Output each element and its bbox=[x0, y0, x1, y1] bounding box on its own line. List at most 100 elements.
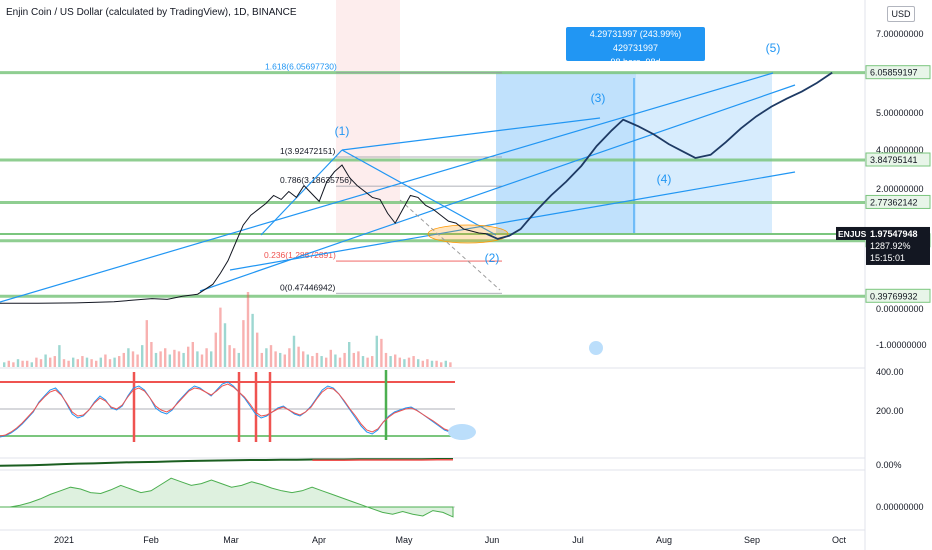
volume-bar bbox=[371, 356, 374, 367]
symbol-tag-label: ENJUSD bbox=[838, 229, 872, 239]
fibonacci-levels: 1.618(6.05697730) 1(3.92472151) 0.786(3.18… bbox=[264, 62, 502, 294]
dashed-projection bbox=[399, 199, 501, 291]
volume-bar bbox=[39, 359, 43, 367]
fib-label: 1(3.92472151) bbox=[280, 146, 335, 156]
chart-title: Enjin Coin / US Dollar (calculated by Tr… bbox=[6, 7, 297, 18]
trend-indicator-line-2 bbox=[312, 459, 453, 462]
price-axis[interactable]: 7.00000000 5.00000000 4.00000000 2.00000000… bbox=[876, 29, 927, 512]
volume-bar bbox=[412, 356, 415, 367]
volume-bar bbox=[219, 307, 222, 367]
oscillator-line-k bbox=[0, 381, 451, 438]
volume-bar bbox=[90, 359, 93, 367]
volume-bar bbox=[302, 351, 305, 367]
volume-bar bbox=[44, 354, 47, 367]
current-price-box bbox=[866, 226, 930, 265]
volume-bar bbox=[297, 346, 300, 367]
volume-bar bbox=[389, 356, 392, 367]
trend-lines bbox=[0, 72, 796, 303]
volume-bar bbox=[159, 351, 162, 367]
trend-line bbox=[199, 84, 796, 292]
volume-bar bbox=[417, 359, 420, 367]
volume-bar bbox=[444, 360, 447, 367]
volume-bar bbox=[182, 352, 185, 367]
volume-bar bbox=[113, 357, 116, 367]
x-tick-label: 2021 bbox=[54, 535, 74, 545]
fib-label: 0(0.47446942) bbox=[280, 282, 335, 292]
volume-bar bbox=[26, 360, 29, 367]
volume-bar bbox=[440, 362, 443, 367]
y-tick-label: 7.00000000 bbox=[876, 29, 924, 39]
price-tags: 6.058591973.847951412.773621421.80259239… bbox=[836, 65, 931, 303]
volume-bar bbox=[136, 354, 139, 367]
volume-bar bbox=[426, 359, 429, 367]
volume-bar bbox=[200, 354, 204, 367]
volume-bar bbox=[325, 357, 328, 367]
volume-bar bbox=[343, 352, 346, 367]
price-tag-label: 3.84795141 bbox=[870, 155, 918, 165]
volume-bar bbox=[430, 360, 434, 367]
trend-line bbox=[341, 149, 497, 236]
volume-bar bbox=[99, 357, 102, 367]
oscillator-signal-lines bbox=[132, 370, 388, 442]
volume-bar bbox=[104, 354, 107, 367]
volume-bar bbox=[228, 345, 231, 367]
oscillator-marker bbox=[448, 424, 476, 440]
volume-bar bbox=[260, 352, 263, 367]
countdown-label: 15:15:01 bbox=[870, 253, 905, 263]
volume-bar bbox=[246, 292, 250, 367]
x-tick-label: Oct bbox=[832, 535, 847, 545]
y-tick-label: -1.00000000 bbox=[876, 340, 927, 350]
elliott-wave-labels: (1) (2) (3) (4) (5) bbox=[335, 41, 781, 265]
trend-line bbox=[229, 171, 796, 271]
volume-bar bbox=[53, 356, 56, 367]
volume-bar bbox=[394, 354, 397, 367]
momentum-area bbox=[0, 477, 454, 518]
volume-bar bbox=[361, 356, 365, 367]
volume-bar bbox=[108, 359, 112, 367]
volume-bar bbox=[210, 351, 213, 367]
volume-bar bbox=[269, 345, 273, 367]
volume-bar bbox=[21, 360, 24, 367]
oscillator-line-d bbox=[0, 383, 451, 437]
measure-box: 4.29731997 (243.99%) 429731997 98 bars, … bbox=[566, 27, 705, 67]
volume-bar bbox=[407, 357, 411, 367]
time-axis[interactable]: 2021 Feb Mar Apr May Jun Jul Aug Sep Oct bbox=[54, 535, 847, 545]
volume-bar bbox=[398, 357, 401, 367]
volume-bar bbox=[435, 360, 438, 367]
y-tick-label: 400.00 bbox=[876, 367, 904, 377]
volume-bar bbox=[62, 359, 66, 367]
y-tick-label: 0.00000000 bbox=[876, 304, 924, 314]
trend-line bbox=[260, 149, 343, 236]
price-tag-box bbox=[865, 65, 931, 80]
volume-bar bbox=[141, 345, 144, 367]
volume-bar bbox=[348, 342, 351, 367]
volume-bar bbox=[292, 335, 296, 367]
volume-bar bbox=[205, 348, 208, 367]
y-tick-label: 5.00000000 bbox=[876, 108, 924, 118]
volume-bar bbox=[131, 351, 135, 367]
volume-bar bbox=[315, 352, 319, 367]
y-tick-label: 200.00 bbox=[876, 406, 904, 416]
price-tag-label: 6.05859197 bbox=[870, 68, 918, 78]
volume-bar bbox=[256, 332, 259, 367]
fib-label: 0.236(1.28872891) bbox=[264, 250, 336, 260]
volume-bar bbox=[81, 356, 84, 367]
trend-line bbox=[341, 117, 601, 151]
x-tick-label: Feb bbox=[143, 535, 159, 545]
volume-bar bbox=[384, 352, 388, 367]
x-tick-label: Jul bbox=[572, 535, 584, 545]
wave-label: (2) bbox=[485, 251, 500, 265]
wave-label: (5) bbox=[766, 41, 781, 55]
fib-label: 1.618(6.05697730) bbox=[265, 62, 337, 72]
volume-bar bbox=[16, 359, 20, 367]
volume-bar bbox=[283, 354, 286, 367]
x-tick-label: Sep bbox=[744, 535, 760, 545]
volume-bar bbox=[145, 320, 148, 367]
price-tag-box bbox=[865, 194, 931, 209]
volume-bar bbox=[67, 360, 70, 367]
volume-bars bbox=[3, 292, 452, 367]
current-change-label: 1287.92% bbox=[870, 241, 911, 251]
currency-button[interactable]: USD bbox=[887, 6, 915, 22]
volume-bar bbox=[58, 345, 61, 367]
